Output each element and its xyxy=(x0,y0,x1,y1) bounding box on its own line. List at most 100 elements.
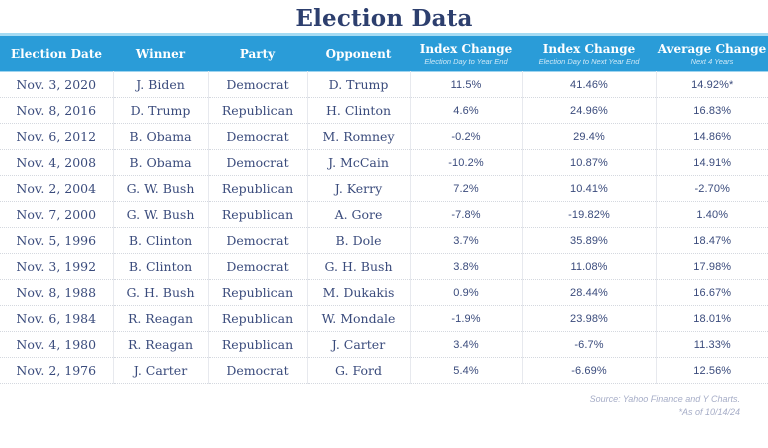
table-row: Nov. 6, 1984 R. Reagan Republican W. Mondal… xyxy=(0,305,768,332)
asof-line: *As of 10/14/24 xyxy=(678,407,740,417)
table-cell: D. Trump xyxy=(306,71,410,98)
table-cell: Republican xyxy=(207,175,307,202)
table-cell: W. Mondale xyxy=(306,305,410,332)
table-cell: 10.87% xyxy=(521,149,656,176)
table-cell: B. Dole xyxy=(306,227,410,254)
table-cell: 14.91% xyxy=(655,149,768,176)
table-cell: R. Reagan xyxy=(112,331,208,358)
table-cell: 10.41% xyxy=(521,175,656,202)
table-cell: H. Clinton xyxy=(306,97,410,124)
table-cell: Democrat xyxy=(207,253,307,280)
table-cell: 4.6% xyxy=(409,97,522,124)
table-cell: 14.86% xyxy=(655,123,768,150)
table-cell: G. H. Bush xyxy=(112,279,208,306)
table-cell: 23.98% xyxy=(521,305,656,332)
column-label: Index Change xyxy=(419,41,513,56)
table-cell: J. McCain xyxy=(306,149,410,176)
table-cell: Democrat xyxy=(207,227,307,254)
table-cell: 16.67% xyxy=(655,279,768,306)
table-cell: Nov. 4, 2008 xyxy=(0,149,113,176)
column-label: Winner xyxy=(135,46,186,61)
table-cell: 1.40% xyxy=(655,201,768,228)
table-cell: D. Trump xyxy=(112,97,208,124)
table-row: Nov. 2, 1976 J. Carter Democrat G. Ford 5.4%… xyxy=(0,357,768,384)
election-data-table: Election Date Winner Party Opponent Index Ch… xyxy=(0,33,768,384)
column-label: Election Date xyxy=(10,46,102,61)
table-cell: B. Clinton xyxy=(112,253,208,280)
column-label: Average Change xyxy=(657,41,767,56)
source-note: Source: Yahoo Finance and Y Charts. *As … xyxy=(0,393,768,419)
table-cell: J. Carter xyxy=(306,331,410,358)
column-sublabel: Election Day to Next Year End xyxy=(538,56,640,66)
table-cell: A. Gore xyxy=(306,201,410,228)
table-cell: J. Carter xyxy=(112,357,208,384)
column-header-2: Winner xyxy=(113,35,208,72)
column-sublabel: Election Day to Year End xyxy=(424,56,508,66)
table-cell: M. Dukakis xyxy=(306,279,410,306)
column-label: Index Change xyxy=(542,41,636,56)
table-header: Election Date Winner Party Opponent Index Ch… xyxy=(0,34,768,72)
column-header-7: Average Change Next 4 Years xyxy=(656,35,768,72)
table-cell: 11.08% xyxy=(521,253,656,280)
table-cell: M. Romney xyxy=(306,123,410,150)
table-cell: -19.82% xyxy=(521,201,656,228)
table-row: Nov. 8, 1988 G. H. Bush Republican M. Dukak… xyxy=(0,279,768,306)
table-cell: 18.01% xyxy=(655,305,768,332)
table-body: Nov. 3, 2020 J. Biden Democrat D. Trump 11.5… xyxy=(0,71,768,384)
table-cell: 3.7% xyxy=(409,227,522,254)
table-cell: Nov. 6, 1984 xyxy=(0,305,113,332)
table-cell: -10.2% xyxy=(409,149,522,176)
table-cell: 11.33% xyxy=(655,331,768,358)
table-cell: -1.9% xyxy=(409,305,522,332)
table-cell: Nov. 7, 2000 xyxy=(0,201,113,228)
table-row: Nov. 8, 2016 D. Trump Republican H. Clinton… xyxy=(0,97,768,124)
table-cell: 0.9% xyxy=(409,279,522,306)
table-cell: 28.44% xyxy=(521,279,656,306)
column-label: Opponent xyxy=(325,46,392,61)
table-cell: 17.98% xyxy=(655,253,768,280)
table-cell: 7.2% xyxy=(409,175,522,202)
table-cell: B. Obama xyxy=(112,149,208,176)
table-cell: Nov. 3, 2020 xyxy=(0,71,113,98)
table-cell: 5.4% xyxy=(409,357,522,384)
table-row: Nov. 3, 1992 B. Clinton Democrat G. H. Bush… xyxy=(0,253,768,280)
table-cell: B. Obama xyxy=(112,123,208,150)
table-cell: Democrat xyxy=(207,71,307,98)
table-cell: Nov. 2, 1976 xyxy=(0,357,113,384)
table-cell: 11.5% xyxy=(409,71,522,98)
table-cell: J. Kerry xyxy=(306,175,410,202)
table-cell: 29.4% xyxy=(521,123,656,150)
source-line: Source: Yahoo Finance and Y Charts. xyxy=(589,394,740,404)
table-row: Nov. 7, 2000 G. W. Bush Republican A. Gore -… xyxy=(0,201,768,228)
table-cell: 3.4% xyxy=(409,331,522,358)
table-cell: G. W. Bush xyxy=(112,201,208,228)
table-row: Nov. 2, 2004 G. W. Bush Republican J. Kerry… xyxy=(0,175,768,202)
table-row: Nov. 4, 1980 R. Reagan Republican J. Carter… xyxy=(0,331,768,358)
table-cell: B. Clinton xyxy=(112,227,208,254)
table-row: Nov. 6, 2012 B. Obama Democrat M. Romney -0.… xyxy=(0,123,768,150)
table-cell: Nov. 5, 1996 xyxy=(0,227,113,254)
column-header-3: Party xyxy=(208,35,307,72)
column-header-6: Index Change Election Day to Next Year En… xyxy=(522,35,656,72)
table-cell: Republican xyxy=(207,201,307,228)
table-cell: Republican xyxy=(207,331,307,358)
table-cell: -6.69% xyxy=(521,357,656,384)
table-cell: -7.8% xyxy=(409,201,522,228)
table-cell: G. W. Bush xyxy=(112,175,208,202)
column-header-4: Opponent xyxy=(307,35,410,72)
page-title: Election Data xyxy=(295,5,473,32)
table-row: Nov. 5, 1996 B. Clinton Democrat B. Dole 3.7… xyxy=(0,227,768,254)
table-cell: 3.8% xyxy=(409,253,522,280)
column-label: Party xyxy=(239,46,276,61)
table-cell: 24.96% xyxy=(521,97,656,124)
table-cell: Democrat xyxy=(207,357,307,384)
table-cell: 18.47% xyxy=(655,227,768,254)
table-cell: G. H. Bush xyxy=(306,253,410,280)
table-cell: Nov. 4, 1980 xyxy=(0,331,113,358)
table-cell: 35.89% xyxy=(521,227,656,254)
table-cell: -2.70% xyxy=(655,175,768,202)
column-header-5: Index Change Election Day to Year End xyxy=(410,35,522,72)
table-cell: R. Reagan xyxy=(112,305,208,332)
table-cell: Republican xyxy=(207,279,307,306)
table-cell: 14.92%* xyxy=(655,71,768,98)
